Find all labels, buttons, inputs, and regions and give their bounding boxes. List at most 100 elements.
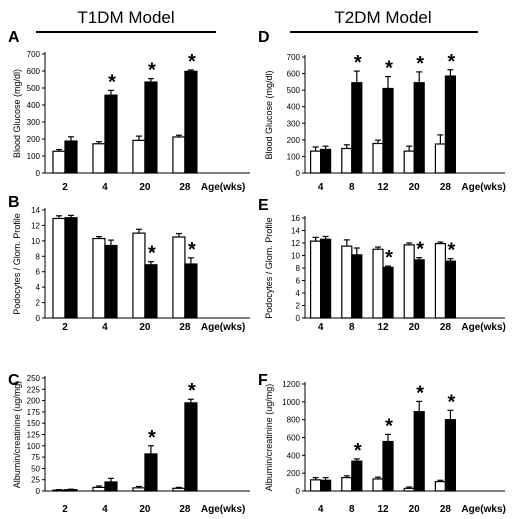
x-axis-unit-label: Age(wks) — [201, 182, 245, 193]
bar-control — [92, 237, 106, 319]
x-axis-unit-label: Age(wks) — [461, 182, 505, 193]
x-axis-unit-label: Age(wks) — [201, 322, 245, 333]
y-tick-label: 25 — [31, 476, 40, 485]
right-model-title: T2DM Model — [334, 8, 431, 27]
y-tick-label: 75 — [31, 453, 40, 462]
bar-control — [52, 217, 66, 319]
bar-control — [310, 150, 322, 174]
bar-diabetic — [64, 489, 78, 492]
bar-diabetic — [413, 82, 425, 174]
significance-star: * — [385, 247, 393, 269]
significance-star: * — [385, 58, 393, 80]
y-axis-label: Blood Glucose (mg/dl) — [12, 69, 22, 158]
panel-d: D Blood Glucose (mg/dl) 0 100 200 300 400 500 60… — [258, 29, 506, 193]
y-tick-label: 600 — [287, 434, 301, 443]
significance-star: * — [188, 239, 196, 261]
significance-star: * — [188, 380, 196, 402]
y-tick-label: 12 — [31, 221, 40, 230]
bar-diabetic — [144, 81, 158, 174]
left-model-header: T1DM Model — [36, 8, 216, 33]
bar-control — [372, 142, 384, 174]
y-tick-label: 600 — [287, 70, 301, 79]
bar-diabetic — [351, 254, 363, 319]
y-tick-label: 400 — [287, 451, 301, 460]
panel-letter: D — [258, 29, 270, 46]
y-tick-label: 0 — [296, 169, 301, 178]
significance-star: * — [416, 382, 424, 404]
x-tick-label: 20 — [139, 182, 151, 193]
y-tick-label: 0 — [36, 169, 41, 178]
bar-control — [172, 136, 186, 174]
bar-control — [372, 478, 384, 492]
x-tick-label: 4 — [102, 322, 108, 333]
x-tick-label: 20 — [409, 504, 421, 515]
bar-diabetic — [351, 460, 363, 492]
bar-control — [434, 481, 446, 492]
y-tick-label: 14 — [31, 206, 40, 215]
y-tick-label: 10 — [31, 237, 40, 246]
significance-star: * — [188, 51, 196, 73]
y-tick-label: 0 — [36, 487, 41, 496]
y-tick-label: 1000 — [282, 398, 300, 407]
bar-diabetic — [382, 440, 394, 492]
y-tick-label: 700 — [287, 53, 301, 62]
bar-diabetic — [184, 70, 198, 174]
y-axis-label: Podocytes / Glom. Profile — [12, 213, 22, 315]
y-tick-label: 200 — [287, 469, 301, 478]
significance-star: * — [416, 239, 424, 261]
y-tick-label: 100 — [287, 152, 301, 161]
x-tick-label: 20 — [409, 322, 421, 333]
y-tick-label: 400 — [27, 101, 41, 110]
bar-diabetic — [413, 411, 425, 492]
bar-control — [310, 240, 322, 319]
bar-control — [132, 139, 146, 174]
x-tick-label: 2 — [62, 504, 68, 515]
y-tick-label: 400 — [287, 103, 301, 112]
y-axis-label: Podocytes / Glom. Profile — [264, 217, 274, 319]
panel-letter: B — [8, 194, 20, 211]
bar-control — [341, 477, 353, 492]
bar-diabetic — [351, 82, 363, 174]
bar-control — [172, 487, 186, 492]
y-tick-label: 200 — [287, 136, 301, 145]
y-axis-label: Albumin/creatinine (ug/mg) — [12, 381, 22, 489]
x-axis-unit-label: Age(wks) — [461, 504, 505, 515]
y-tick-label: 10 — [291, 252, 300, 261]
significance-star: * — [448, 391, 456, 413]
y-tick-label: 14 — [291, 227, 300, 236]
significance-star: * — [148, 243, 156, 265]
y-tick-label: 4 — [296, 289, 301, 298]
bar-control — [132, 487, 146, 492]
y-tick-label: 0 — [296, 314, 301, 323]
bar-control — [92, 486, 106, 492]
y-tick-label: 225 — [27, 385, 41, 394]
panel-e: E Podocytes / Glom. Profile 0 2 4 6 8 10 12 14 16 4… — [258, 197, 506, 333]
y-tick-label: 200 — [27, 135, 41, 144]
x-tick-label: 28 — [179, 182, 191, 193]
y-tick-label: 12 — [291, 239, 300, 248]
bar-control — [434, 143, 446, 174]
x-tick-label: 2 — [62, 182, 68, 193]
x-tick-label: 4 — [318, 504, 324, 515]
y-tick-label: 2 — [36, 299, 41, 308]
x-tick-label: 4 — [318, 322, 324, 333]
significance-star: * — [108, 71, 116, 93]
panel-letter: A — [8, 29, 20, 46]
y-axis-label: Albumin/creatinine (ug/mg) — [264, 384, 274, 492]
x-tick-label: 4 — [318, 182, 324, 193]
y-tick-label: 100 — [27, 152, 41, 161]
bar-diabetic — [444, 260, 456, 319]
y-tick-label: 50 — [31, 464, 40, 473]
x-tick-label: 28 — [179, 322, 191, 333]
y-tick-label: 1200 — [282, 380, 300, 389]
y-tick-label: 500 — [27, 84, 41, 93]
bar-control — [434, 243, 446, 319]
y-tick-label: 6 — [296, 277, 301, 286]
bar-control — [132, 232, 146, 319]
significance-star: * — [354, 52, 362, 74]
y-tick-label: 8 — [296, 264, 301, 273]
y-tick-label: 600 — [27, 67, 41, 76]
